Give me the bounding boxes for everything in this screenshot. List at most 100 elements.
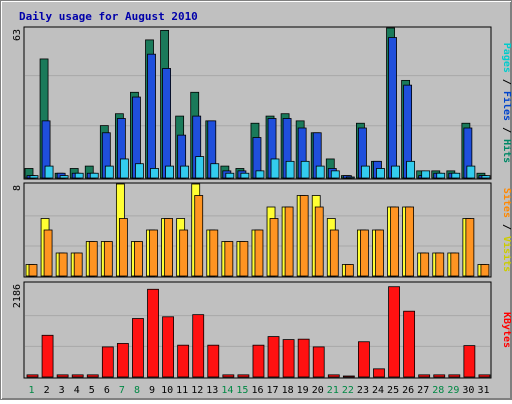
x-tick-label-day-29: 29	[447, 385, 459, 396]
bar-hits-pages-day-13	[210, 163, 220, 179]
legend-segment: Visits	[501, 236, 511, 272]
x-tick-label-day-18: 18	[282, 385, 294, 396]
bar-hits-files-day-9	[147, 53, 156, 179]
bar-hits-pages-day-11	[180, 165, 190, 179]
bar-kbytes-kbytes-day-1	[26, 374, 39, 378]
bar-visits-sites-day-18	[284, 206, 294, 277]
bar-hits-pages-day-20	[315, 165, 325, 179]
bar-visits-sites-day-20	[314, 206, 324, 277]
bar-kbytes-kbytes-day-4	[71, 374, 84, 378]
bar-hits-pages-day-17	[270, 158, 280, 179]
bar-kbytes-kbytes-day-13	[207, 344, 220, 378]
bar-kbytes-kbytes-day-8	[132, 318, 144, 378]
x-tick-label-day-17: 17	[267, 385, 279, 396]
bar-hits-pages-day-31	[481, 175, 491, 179]
bar-visits-sites-day-29	[450, 252, 460, 277]
bar-visits-sites-day-11	[179, 229, 189, 277]
panel-visits-legend: Sites / Visits	[501, 188, 511, 272]
bar-hits-pages-day-9	[150, 168, 159, 179]
bar-visits-sites-day-7	[118, 218, 128, 277]
bar-kbytes-kbytes-day-9	[147, 288, 159, 378]
x-tick-label-day-3: 3	[59, 385, 65, 396]
x-tick-label-day-15: 15	[236, 385, 248, 396]
bar-kbytes-kbytes-day-20	[312, 346, 325, 378]
bar-visits-sites-day-25	[390, 206, 399, 277]
x-tick-label-day-24: 24	[372, 385, 384, 396]
bar-kbytes-kbytes-day-30	[463, 345, 476, 378]
x-tick-label-day-5: 5	[89, 385, 95, 396]
bar-kbytes-kbytes-day-11	[177, 344, 190, 378]
bar-hits-pages-day-15	[240, 172, 250, 179]
x-tick-label-day-13: 13	[206, 385, 218, 396]
bar-kbytes-kbytes-day-28	[433, 374, 446, 378]
bar-visits-sites-day-3	[58, 252, 68, 277]
legend-segment: Sites	[501, 188, 511, 218]
x-tick-label-day-14: 14	[221, 385, 233, 396]
bar-hits-pages-day-5	[89, 172, 99, 179]
bar-hits-pages-day-2	[44, 165, 54, 179]
bar-hits-pages-day-14	[225, 172, 235, 179]
x-tick-label-day-31: 31	[477, 385, 489, 396]
x-tick-label-day-12: 12	[191, 385, 203, 396]
bar-hits-pages-day-28	[436, 172, 446, 179]
panel-kbytes-legend: KBytes	[501, 312, 511, 348]
bar-kbytes-kbytes-day-26	[403, 310, 416, 378]
bar-kbytes-kbytes-day-19	[297, 338, 310, 378]
bar-visits-sites-day-15	[239, 241, 249, 277]
legend-segment: KBytes	[501, 312, 511, 348]
panel-hits-legend: Pages / Files / Hits	[501, 43, 511, 163]
bar-visits-sites-day-28	[435, 252, 445, 277]
bar-visits-sites-day-1	[28, 264, 38, 277]
x-tick-label-day-20: 20	[312, 385, 324, 396]
x-tick-label-day-23: 23	[357, 385, 369, 396]
x-tick-label-day-30: 30	[462, 385, 474, 396]
panel-kbytes-ymax-label: 2186	[12, 284, 23, 308]
x-tick-label-day-25: 25	[387, 385, 399, 396]
bar-hits-files-day-25	[388, 37, 397, 179]
bar-kbytes-kbytes-day-3	[56, 374, 69, 378]
bar-kbytes-kbytes-day-25	[388, 286, 400, 378]
bar-visits-sites-day-27	[420, 252, 430, 277]
bar-hits-pages-day-6	[104, 165, 114, 179]
bar-visits-sites-day-23	[360, 229, 369, 277]
bar-visits-sites-day-9	[149, 229, 158, 277]
bar-visits-sites-day-30	[465, 218, 475, 277]
bar-hits-pages-day-8	[135, 163, 144, 179]
bar-kbytes-kbytes-day-2	[41, 334, 54, 378]
bar-kbytes-kbytes-day-29	[448, 374, 461, 378]
panel-visits: 8 Sites / Visits	[12, 182, 512, 278]
bar-hits-pages-day-25	[391, 165, 400, 179]
bar-visits-sites-day-22	[344, 264, 354, 277]
bar-visits-sites-day-6	[103, 241, 113, 277]
x-tick-label-day-26: 26	[402, 385, 414, 396]
bar-kbytes-kbytes-day-18	[282, 339, 295, 378]
bar-visits-sites-day-31	[480, 264, 490, 277]
bar-visits-sites-day-4	[73, 252, 83, 277]
legend-segment: Hits	[501, 139, 511, 163]
bar-hits-pages-day-29	[451, 172, 461, 179]
bar-kbytes-kbytes-day-6	[101, 346, 114, 378]
x-tick-label-day-19: 19	[297, 385, 309, 396]
chart-title: Daily usage for August 2010	[19, 10, 198, 23]
legend-segment: /	[501, 218, 511, 236]
bar-visits-sites-day-16	[254, 229, 264, 277]
bar-kbytes-kbytes-day-24	[373, 368, 385, 378]
bar-visits-sites-day-13	[209, 229, 219, 277]
bar-visits-sites-day-19	[299, 195, 309, 277]
bar-kbytes-kbytes-day-31	[478, 374, 491, 378]
bar-visits-sites-day-8	[134, 241, 143, 277]
bar-hits-pages-day-27	[421, 170, 431, 179]
x-tick-label-day-4: 4	[74, 385, 80, 396]
bar-visits-sites-day-5	[88, 241, 98, 277]
legend-segment: /	[501, 121, 511, 139]
bar-hits-pages-day-4	[74, 172, 84, 179]
bar-hits-pages-day-24	[376, 168, 385, 179]
bar-kbytes-kbytes-day-7	[116, 343, 129, 378]
bar-visits-sites-day-26	[405, 206, 415, 277]
x-tick-label-day-7: 7	[119, 385, 125, 396]
bar-hits-pages-day-22	[345, 176, 355, 179]
x-tick-label-day-9: 9	[149, 385, 155, 396]
x-tick-label-day-11: 11	[176, 385, 188, 396]
bar-visits-sites-day-24	[375, 229, 384, 277]
